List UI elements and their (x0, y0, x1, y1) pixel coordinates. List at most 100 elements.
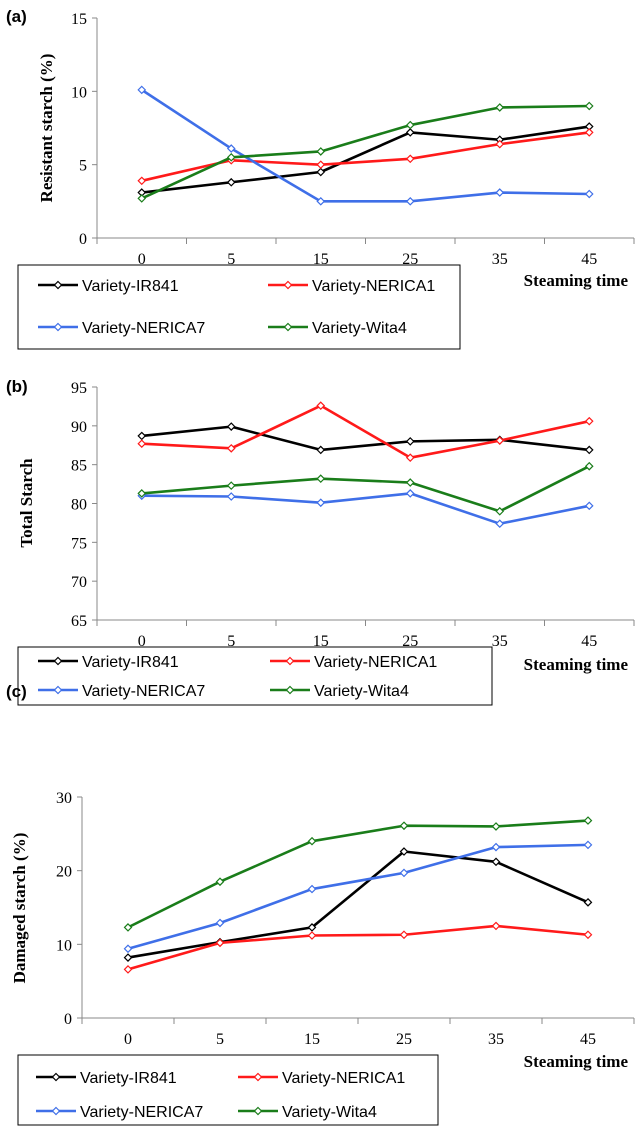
legend-swatch-marker (283, 280, 293, 290)
x-axis-title: Steaming time (524, 655, 629, 674)
data-point (399, 821, 409, 831)
legend-item: Variety-IR841 (38, 654, 179, 671)
legend-label: Variety-Wita4 (312, 320, 407, 337)
panel-label: (a) (6, 7, 27, 26)
legend-swatch-marker (51, 1106, 61, 1116)
legend-swatch-marker (285, 656, 295, 666)
y-tick-label: 15 (71, 11, 87, 28)
data-point (137, 176, 147, 186)
series-Variety-NERICA1 (137, 401, 594, 463)
data-point (137, 489, 147, 498)
legend-swatch-marker (53, 685, 63, 695)
x-tick-label: 15 (313, 251, 329, 268)
legend: Variety-IR841 Variety-NERICA1 Variety-NERI… (17, 646, 493, 706)
data-point (137, 194, 147, 203)
x-tick-label: 15 (313, 633, 329, 650)
data-point (226, 144, 236, 153)
y-tick-label: 80 (71, 497, 87, 514)
legend-item: Variety-Wita4 (238, 1104, 377, 1121)
y-tick-label: 30 (56, 790, 72, 807)
y-tick-label: 95 (71, 380, 87, 397)
data-point (123, 944, 133, 954)
y-axis-title: Total Starch (17, 458, 36, 548)
panel-label: (c) (6, 682, 27, 701)
legend-label: Variety-NERICA1 (282, 1070, 405, 1087)
data-point (584, 445, 594, 455)
legend-swatch-marker (53, 280, 63, 290)
series-line (127, 850, 589, 959)
series-Variety-Wita4 (137, 461, 594, 516)
legend-item: Variety-NERICA7 (36, 1104, 203, 1121)
legend-swatch-marker (253, 1106, 263, 1116)
data-point (226, 152, 236, 162)
data-point (137, 85, 147, 95)
y-tick-label: 10 (56, 937, 72, 954)
x-tick-label: 45 (581, 633, 597, 650)
data-point (226, 444, 236, 453)
data-point (405, 453, 415, 463)
series-Variety-IR841 (137, 422, 594, 455)
series-Variety-NERICA7 (137, 489, 594, 529)
series-Variety-IR841 (137, 122, 594, 197)
series-Variety-NERICA1 (123, 921, 593, 974)
y-tick-label: 85 (71, 458, 87, 475)
data-point (123, 923, 133, 932)
legend-swatch-marker (253, 1072, 263, 1082)
data-point (137, 431, 147, 441)
data-point (316, 498, 326, 508)
data-point (495, 188, 505, 197)
data-point (495, 103, 505, 112)
data-point (491, 857, 501, 867)
data-point (215, 877, 225, 887)
x-axis-title: Steaming time (524, 1052, 629, 1071)
x-tick-label: 25 (396, 1031, 412, 1048)
legend: Variety-IR841 Variety-NERICA1 Variety-NERI… (17, 264, 461, 350)
data-point (495, 506, 505, 516)
legend-box (17, 646, 493, 706)
series-Variety-Wita4 (137, 101, 594, 203)
data-point (316, 160, 326, 170)
legend-label: Variety-NERICA7 (80, 1104, 203, 1121)
y-tick-label: 5 (79, 158, 87, 175)
legend-swatch-marker (53, 656, 63, 666)
data-point (123, 965, 133, 974)
data-point (123, 953, 133, 962)
data-point (405, 478, 415, 487)
legend-box (17, 1054, 439, 1126)
legend-swatch-marker (283, 322, 293, 332)
x-tick-label: 0 (138, 251, 146, 268)
y-tick-label: 65 (71, 613, 87, 630)
data-point (583, 897, 593, 907)
data-point (399, 868, 409, 878)
data-point (495, 139, 505, 149)
x-tick-label: 5 (227, 633, 235, 650)
data-point (215, 918, 225, 928)
data-point (316, 167, 326, 177)
data-point (307, 931, 317, 940)
data-point (137, 439, 147, 449)
legend-label: Variety-IR841 (80, 1070, 177, 1087)
x-tick-label: 35 (492, 251, 508, 268)
x-tick-label: 15 (304, 1031, 320, 1048)
legend-swatch-marker (51, 1072, 61, 1082)
legend-box (17, 264, 461, 350)
data-point (307, 836, 317, 846)
panel-label: (b) (6, 377, 28, 396)
data-point (307, 923, 317, 932)
legend-item: Variety-NERICA1 (238, 1070, 405, 1087)
legend: Variety-IR841 Variety-NERICA1 Variety-NERI… (17, 1054, 439, 1126)
series-line (141, 404, 590, 459)
legend-item: Variety-NERICA1 (268, 278, 435, 295)
data-point (584, 128, 594, 137)
data-point (399, 847, 409, 856)
series-line (141, 492, 590, 525)
legend-item: Variety-NERICA7 (38, 683, 205, 700)
series-Variety-NERICA7 (123, 840, 593, 954)
data-point (584, 101, 594, 111)
data-point (316, 401, 326, 410)
data-point (226, 177, 236, 187)
x-tick-label: 5 (216, 1031, 224, 1048)
data-point (405, 196, 415, 206)
data-point (491, 921, 501, 931)
legend-item: Variety-NERICA1 (270, 654, 437, 671)
